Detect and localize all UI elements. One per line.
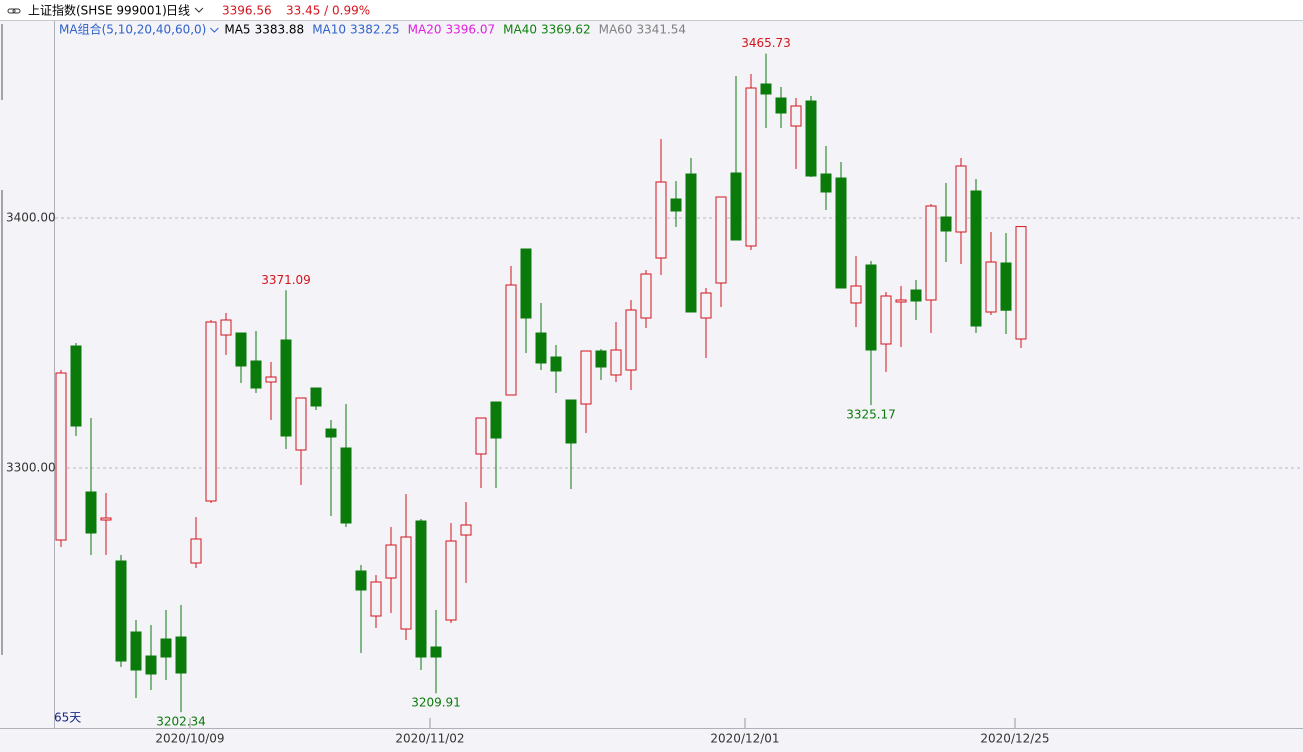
ma-value: 3396.07	[446, 23, 496, 37]
candle-body	[175, 636, 187, 674]
candle-body	[250, 360, 262, 389]
candle-body	[700, 292, 712, 319]
candle-body	[1015, 226, 1027, 340]
candle-body	[985, 261, 997, 313]
candle-body	[625, 309, 637, 371]
candle-body	[220, 319, 232, 336]
candle-body	[955, 165, 967, 233]
candle-body	[970, 190, 982, 327]
candle-body	[520, 248, 532, 319]
candle-body	[235, 332, 247, 367]
candle-body	[580, 350, 592, 405]
candle-body	[310, 387, 322, 407]
candle-body	[55, 372, 67, 541]
link-icon	[7, 8, 21, 14]
ma-value: 3383.88	[255, 23, 305, 37]
candle-body	[535, 332, 547, 364]
symbol: 上证指数(SHSE 999001)	[28, 3, 167, 18]
candle-body	[940, 216, 952, 232]
period-chevron[interactable]	[194, 7, 204, 13]
ma-chevron[interactable]	[210, 27, 219, 33]
candle-body	[445, 540, 457, 621]
x-tick-label: 2020/12/01	[710, 732, 779, 746]
candle-body	[205, 321, 217, 502]
ma-group[interactable]: MA组合(5,10,20,40,60,0)	[59, 22, 206, 37]
candle-body	[355, 570, 367, 591]
candle-body	[100, 517, 112, 521]
ma-name: MA60	[599, 23, 633, 37]
candle-body	[745, 87, 757, 247]
candle-body	[385, 544, 397, 579]
candle-body	[730, 172, 742, 241]
candle-body	[715, 196, 727, 284]
ma-name: MA10	[312, 23, 346, 37]
candle-body	[370, 581, 382, 617]
ma-value: 3369.62	[541, 23, 591, 37]
candle-body	[430, 646, 442, 658]
candle-body	[490, 401, 502, 439]
y-tick-label: 3300.00	[6, 461, 56, 475]
low-label: 3209.91	[411, 696, 461, 710]
candle-body	[850, 285, 862, 304]
y-tick-label: 3400.00	[6, 211, 56, 225]
ma-value: 3382.25	[350, 23, 400, 37]
candle-body	[340, 447, 352, 524]
candle-body	[475, 417, 487, 455]
ma-name: MA20	[408, 23, 442, 37]
candle-body	[895, 299, 907, 303]
candle-body	[70, 345, 82, 427]
candle-body	[805, 100, 817, 177]
header-bar	[0, 0, 1303, 20]
candle-body	[145, 655, 157, 675]
candle-body	[415, 520, 427, 658]
candle-body	[910, 289, 922, 302]
x-tick-label: 2020/10/09	[155, 732, 224, 746]
candle-body	[595, 350, 607, 368]
candle-body	[280, 339, 292, 437]
candle-body	[760, 83, 772, 95]
period[interactable]: 日线	[166, 4, 190, 18]
candle-body	[880, 295, 892, 345]
price: 3396.56	[222, 4, 272, 18]
high-label: 3371.09	[261, 273, 311, 287]
candle-body	[925, 205, 937, 301]
candle-body	[505, 284, 517, 396]
ma-value: 3341.54	[636, 23, 686, 37]
candle-body	[775, 97, 787, 114]
candle-body	[670, 198, 682, 212]
candle-body	[865, 264, 877, 351]
change: 33.45 / 0.99%	[286, 4, 370, 18]
candle-body	[295, 397, 307, 451]
days-label: 65天	[54, 711, 81, 725]
candle-body	[820, 173, 832, 193]
x-tick-label: 2020/12/25	[980, 732, 1049, 746]
low-label: 3325.17	[846, 408, 896, 422]
candle-body	[1000, 262, 1012, 311]
candle-body	[85, 491, 97, 534]
candle-body	[460, 524, 472, 536]
candle-body	[190, 538, 202, 564]
candle-body	[115, 560, 127, 662]
ma-name: MA5	[224, 23, 250, 37]
candle-body	[265, 376, 277, 383]
candle-body	[325, 428, 337, 438]
candle-body	[835, 177, 847, 289]
high-label: 3465.73	[741, 36, 791, 50]
candle-body	[550, 356, 562, 372]
candle-body	[130, 631, 142, 671]
x-tick-label: 2020/11/02	[395, 732, 464, 746]
candle-body	[400, 536, 412, 630]
candle-body	[790, 105, 802, 127]
candle-body	[685, 173, 697, 313]
candle-body	[610, 349, 622, 376]
candle-body	[565, 399, 577, 444]
candle-body	[160, 638, 172, 658]
ma-name: MA40	[503, 23, 537, 37]
candle-body	[640, 273, 652, 319]
low-label: 3202.34	[156, 715, 206, 729]
candle-body	[655, 181, 667, 259]
